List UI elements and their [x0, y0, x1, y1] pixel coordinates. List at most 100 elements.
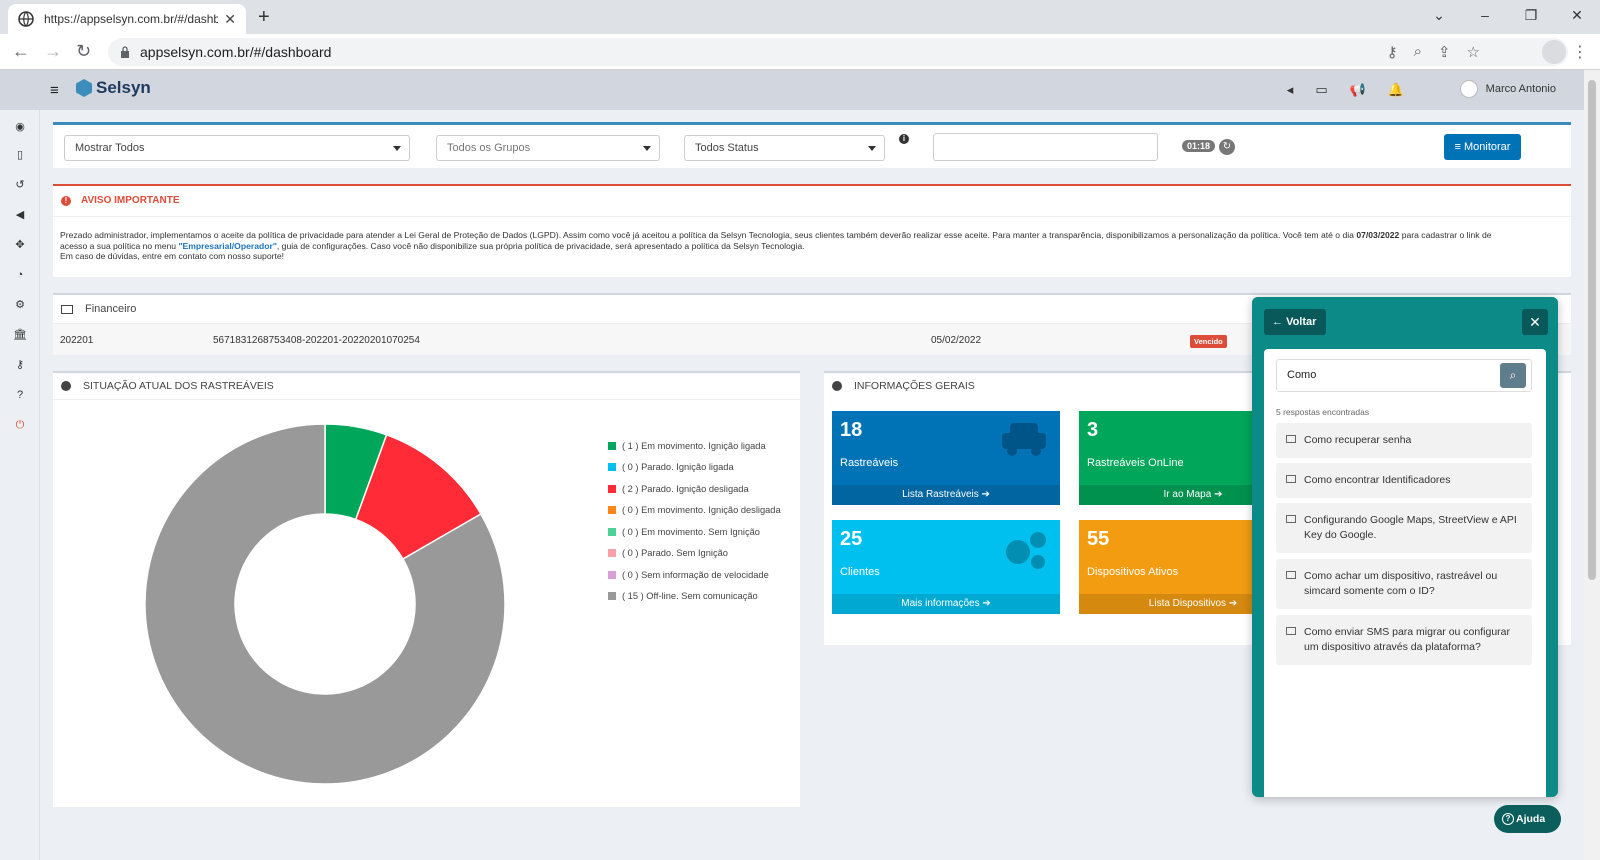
- notice-menu-link[interactable]: "Empresarial/Operador": [178, 240, 277, 251]
- globe-icon: [18, 11, 34, 27]
- card-link[interactable]: Lista Rastreáveis ➔: [832, 485, 1060, 505]
- dashboard-icon[interactable]: ◉: [15, 121, 25, 133]
- omnibox-actions: ⚷ ⌕ ⇪ ☆: [1387, 43, 1480, 61]
- help-result[interactable]: Como achar um dispositivo, rastreável ou…: [1276, 559, 1532, 609]
- user-menu[interactable]: Marco Antonio: [1459, 80, 1556, 98]
- logo-text: Selsyn: [96, 78, 151, 97]
- profile-avatar[interactable]: [1542, 40, 1566, 64]
- legend-item[interactable]: ( 0 ) Sem informação de velocidade: [608, 564, 781, 586]
- card-link-label: Lista Dispositivos: [1148, 598, 1227, 609]
- gears-icon[interactable]: ⚙: [15, 299, 25, 311]
- key-icon[interactable]: ⚷: [1386, 44, 1398, 61]
- restore-icon[interactable]: ❐: [1524, 7, 1538, 23]
- legend-item[interactable]: ( 0 ) Parado. Ignição ligada: [608, 457, 781, 479]
- chart-legend: ( 1 ) Em movimento. Ignição ligada ( 0 ) …: [608, 435, 781, 607]
- legend-item[interactable]: ( 1 ) Em movimento. Ignição ligada: [608, 435, 781, 457]
- card-link[interactable]: Ir ao Mapa ➔: [1079, 485, 1307, 505]
- tab-search-icon[interactable]: ⌄: [1433, 7, 1445, 23]
- help-icon[interactable]: ?: [16, 389, 24, 401]
- search-icon[interactable]: ⌕: [1500, 363, 1526, 388]
- card-link-label: Mais informações: [901, 598, 980, 609]
- browser-tabbar: https://appselsyn.com.br/#/dashb ✕ + ⌄ –…: [0, 0, 1600, 34]
- history-icon[interactable]: ↺: [15, 179, 25, 191]
- tab-close-icon[interactable]: ✕: [224, 10, 236, 27]
- groups-select[interactable]: Todos os Grupos: [436, 135, 660, 161]
- groups-value: Todos os Grupos: [447, 142, 531, 154]
- key-icon[interactable]: ⚷: [15, 359, 25, 371]
- close-window-icon[interactable]: ✕: [1571, 7, 1583, 23]
- situacao-panel: SITUAÇÃO ATUAL DOS RASTREÁVEIS ( 1 ) Em …: [53, 371, 800, 807]
- help-search-input[interactable]: Como: [1276, 359, 1532, 392]
- refresh-timer: 01:18: [1182, 140, 1216, 152]
- bank-icon[interactable]: 🏛: [13, 329, 27, 341]
- card-link[interactable]: Mais informações ➔: [832, 594, 1060, 614]
- donut-slice[interactable]: [145, 424, 505, 784]
- legend-swatch: [608, 463, 616, 472]
- book-icon: [1286, 571, 1296, 579]
- legend-item[interactable]: ( 0 ) Parado. Sem Ignição: [608, 543, 781, 565]
- legend-item[interactable]: ( 2 ) Parado. Ignição desligada: [608, 478, 781, 500]
- legend-swatch: [608, 549, 616, 558]
- page-scrollbar[interactable]: [1584, 70, 1600, 860]
- megaphone-icon[interactable]: ◀: [15, 209, 25, 221]
- map-icon[interactable]: ▯: [16, 149, 24, 161]
- chevron-down-icon: [643, 146, 651, 151]
- bookmark-star-icon[interactable]: ☆: [1466, 44, 1480, 61]
- help-button-label: Ajuda: [1516, 813, 1546, 825]
- monitor-button-label: Monitorar: [1464, 141, 1511, 153]
- bell-icon[interactable]: 🔔: [1387, 82, 1404, 97]
- scrollbar-thumb[interactable]: [1588, 80, 1596, 580]
- user-avatar: [1459, 80, 1478, 98]
- user-name: Marco Antonio: [1485, 83, 1556, 95]
- chevron-down-icon: [393, 146, 401, 151]
- info-icon[interactable]: i: [899, 134, 909, 144]
- results-count: 5 respostas encontradas: [1276, 407, 1370, 417]
- sidebar: ◉ ▯ ↺ ◀ ✥ ◔ ⚙ 🏛 ⚷ ? ⏻: [0, 110, 40, 860]
- legend-item[interactable]: ( 0 ) Em movimento. Sem Ignição: [608, 521, 781, 543]
- megaphone-icon[interactable]: 📢: [1349, 82, 1366, 97]
- search-input[interactable]: [933, 133, 1158, 161]
- browser-tab[interactable]: https://appselsyn.com.br/#/dashb ✕: [8, 4, 246, 34]
- show-all-select[interactable]: Mostrar Todos: [64, 135, 410, 161]
- financeiro-header: Financeiro: [61, 303, 136, 315]
- browser-menu-icon[interactable]: ⋮: [1572, 44, 1588, 61]
- back-icon[interactable]: ←: [12, 41, 30, 61]
- url-field[interactable]: appselsyn.com.br/#/dashboard: [108, 38, 1568, 66]
- legend-item[interactable]: ( 0 ) Em movimento. Ignição desligada: [608, 500, 781, 522]
- refresh-icon[interactable]: ↻: [1219, 139, 1235, 155]
- help-result[interactable]: Configurando Google Maps, StreetView e A…: [1276, 503, 1532, 553]
- status-select[interactable]: Todos Status: [684, 135, 885, 161]
- help-result[interactable]: Como recuperar senha: [1276, 423, 1532, 458]
- monitor-icon[interactable]: ▭: [1315, 82, 1328, 97]
- notice-title: AVISO IMPORTANTE: [81, 195, 180, 206]
- zoom-icon[interactable]: ⌕: [1413, 43, 1422, 60]
- monitor-button[interactable]: ≡ Monitorar: [1444, 134, 1521, 160]
- pie-chart-icon[interactable]: ◔: [16, 269, 24, 281]
- card-link[interactable]: Lista Dispositivos ➔: [1079, 594, 1307, 614]
- minimize-icon[interactable]: –: [1481, 7, 1489, 23]
- power-icon[interactable]: ⏻: [15, 419, 25, 431]
- help-result-label: Como enviar SMS para migrar ou configura…: [1304, 626, 1511, 653]
- crosshair-icon[interactable]: ✥: [15, 239, 25, 251]
- status-badge: Vencido: [1190, 335, 1227, 348]
- info-icon: [832, 381, 842, 391]
- caret-left-icon[interactable]: ◂: [1286, 82, 1294, 97]
- help-result[interactable]: Como encontrar Identificadores: [1276, 463, 1532, 498]
- reload-icon[interactable]: ↻: [76, 41, 92, 61]
- new-tab-icon[interactable]: +: [258, 6, 270, 28]
- help-button[interactable]: ? Ajuda: [1494, 805, 1561, 833]
- back-button[interactable]: ← Voltar: [1264, 309, 1326, 335]
- legend-item[interactable]: ( 15 ) Off-line. Sem comunicação: [608, 586, 781, 608]
- forward-icon[interactable]: →: [44, 41, 62, 61]
- help-result[interactable]: Como enviar SMS para migrar ou configura…: [1276, 615, 1532, 665]
- invoice-code: 5671831268753408-202201-20220201070254: [213, 335, 420, 346]
- notice-deadline: 07/03/2022: [1356, 230, 1400, 240]
- card-label: Clientes: [840, 566, 880, 578]
- close-icon[interactable]: ✕: [1522, 309, 1548, 335]
- share-icon[interactable]: ⇪: [1437, 44, 1451, 61]
- legend-label: ( 1 ) Em movimento. Ignição ligada: [622, 440, 766, 451]
- logo[interactable]: Selsyn: [76, 78, 151, 98]
- chevron-down-icon: [868, 146, 876, 151]
- menu-toggle-icon[interactable]: ≡: [50, 82, 59, 99]
- question-icon: ?: [1502, 813, 1514, 825]
